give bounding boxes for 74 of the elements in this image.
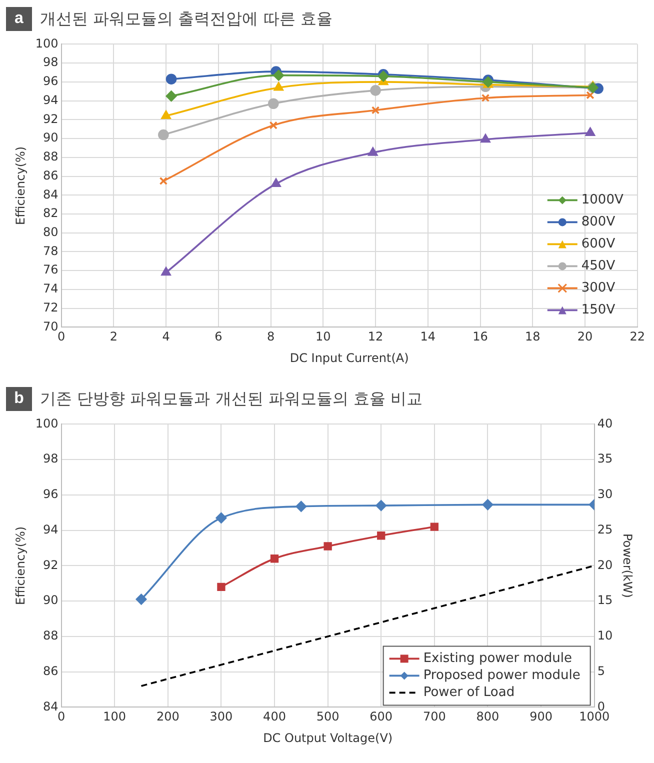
- legend-label: 600V: [581, 236, 616, 252]
- x-tick-label: 500: [316, 710, 340, 724]
- x-axis-title: DC Output Voltage(V): [263, 730, 393, 745]
- x-tick-label: 300: [210, 710, 233, 724]
- y-tick-label: 100: [35, 36, 58, 50]
- x-tick-label: 0: [57, 330, 66, 344]
- y2-tick-label: 5: [597, 664, 605, 678]
- x-tick-label: 2: [110, 330, 118, 344]
- y-tick-label: 72: [43, 300, 58, 314]
- y-tick-label: 96: [43, 487, 58, 502]
- y2-tick-label: 35: [597, 452, 613, 466]
- x-tick-label: 8: [266, 330, 275, 344]
- x-tick-label: 100: [103, 710, 126, 724]
- y-tick-label: 94: [43, 92, 58, 107]
- y-tick-label: 100: [35, 416, 58, 430]
- x-tick-label: 18: [524, 330, 540, 344]
- chart-title: 개선된 파워모듈의 출력전압에 따른 효율: [40, 8, 332, 30]
- y-tick-label: 88: [43, 150, 58, 164]
- legend-label: Proposed power module: [423, 668, 580, 684]
- y-tick-label: 98: [43, 452, 58, 466]
- text: b: [6, 387, 32, 411]
- y2-tick-label: 30: [597, 487, 613, 502]
- y-tick-label: 74: [43, 282, 58, 296]
- y-tick-label: 92: [43, 112, 58, 126]
- y-tick-label: 88: [43, 628, 58, 643]
- y-tick-label: 90: [43, 593, 58, 608]
- y-tick-label: 86: [43, 664, 58, 678]
- legend-label: Existing power module: [423, 651, 572, 666]
- x-tick-label: 0: [57, 710, 66, 724]
- legend-label: 1000V: [581, 192, 624, 208]
- y2-tick-label: 20: [597, 558, 613, 572]
- x-tick-label: 6: [214, 330, 222, 344]
- y-tick-label: 98: [43, 55, 58, 70]
- y-tick-label: 84: [43, 699, 58, 714]
- y2-axis-title: Power(kW): [620, 533, 635, 598]
- x-tick-label: 900: [530, 710, 552, 724]
- y-tick-label: 94: [43, 522, 58, 536]
- y-tick-label: 70: [43, 319, 58, 334]
- x-tick-label: 700: [422, 710, 446, 724]
- y-axis-title: Efficiency(%): [13, 146, 28, 225]
- x-tick-label: 4: [162, 330, 170, 344]
- x-tick-label: 600: [370, 710, 393, 724]
- text: a: [6, 7, 32, 31]
- legend-label: 450V: [581, 258, 616, 274]
- x-tick-label: 200: [156, 710, 180, 724]
- x-tick-label: 800: [476, 710, 500, 724]
- chart-title: 기존 단방향 파워모듈과 개선된 파워모듈의 효율 비교: [40, 388, 423, 410]
- x-tick-label: 16: [472, 330, 488, 344]
- y-tick-label: 92: [43, 558, 58, 572]
- y-tick-label: 90: [43, 130, 58, 145]
- x-tick-label: 1000: [579, 710, 610, 724]
- y-tick-label: 84: [43, 187, 58, 202]
- y-tick-label: 76: [43, 262, 58, 277]
- y-tick-label: 86: [43, 168, 58, 182]
- legend-label: Power of Load: [423, 685, 515, 700]
- x-tick-label: 400: [263, 710, 286, 724]
- y2-tick-label: 25: [597, 522, 613, 536]
- y-tick-label: 80: [43, 224, 58, 239]
- y2-tick-label: 15: [597, 593, 613, 608]
- x-tick-label: 10: [316, 330, 331, 344]
- x-tick-label: 12: [368, 330, 384, 344]
- y2-tick-label: 10: [597, 628, 613, 643]
- x-tick-label: 20: [577, 330, 593, 344]
- legend-label: 300V: [581, 280, 616, 296]
- y-axis-title: Efficiency(%): [13, 526, 28, 605]
- x-tick-label: 14: [420, 330, 436, 344]
- x-axis-title: DC Input Current(A): [290, 350, 409, 365]
- y2-tick-label: 40: [597, 416, 613, 430]
- y-tick-label: 82: [43, 206, 58, 220]
- y-tick-label: 96: [43, 74, 58, 88]
- legend-label: 150V: [581, 302, 616, 318]
- x-tick-label: 22: [630, 330, 646, 344]
- y-tick-label: 78: [43, 244, 58, 258]
- legend-label: 800V: [581, 214, 616, 230]
